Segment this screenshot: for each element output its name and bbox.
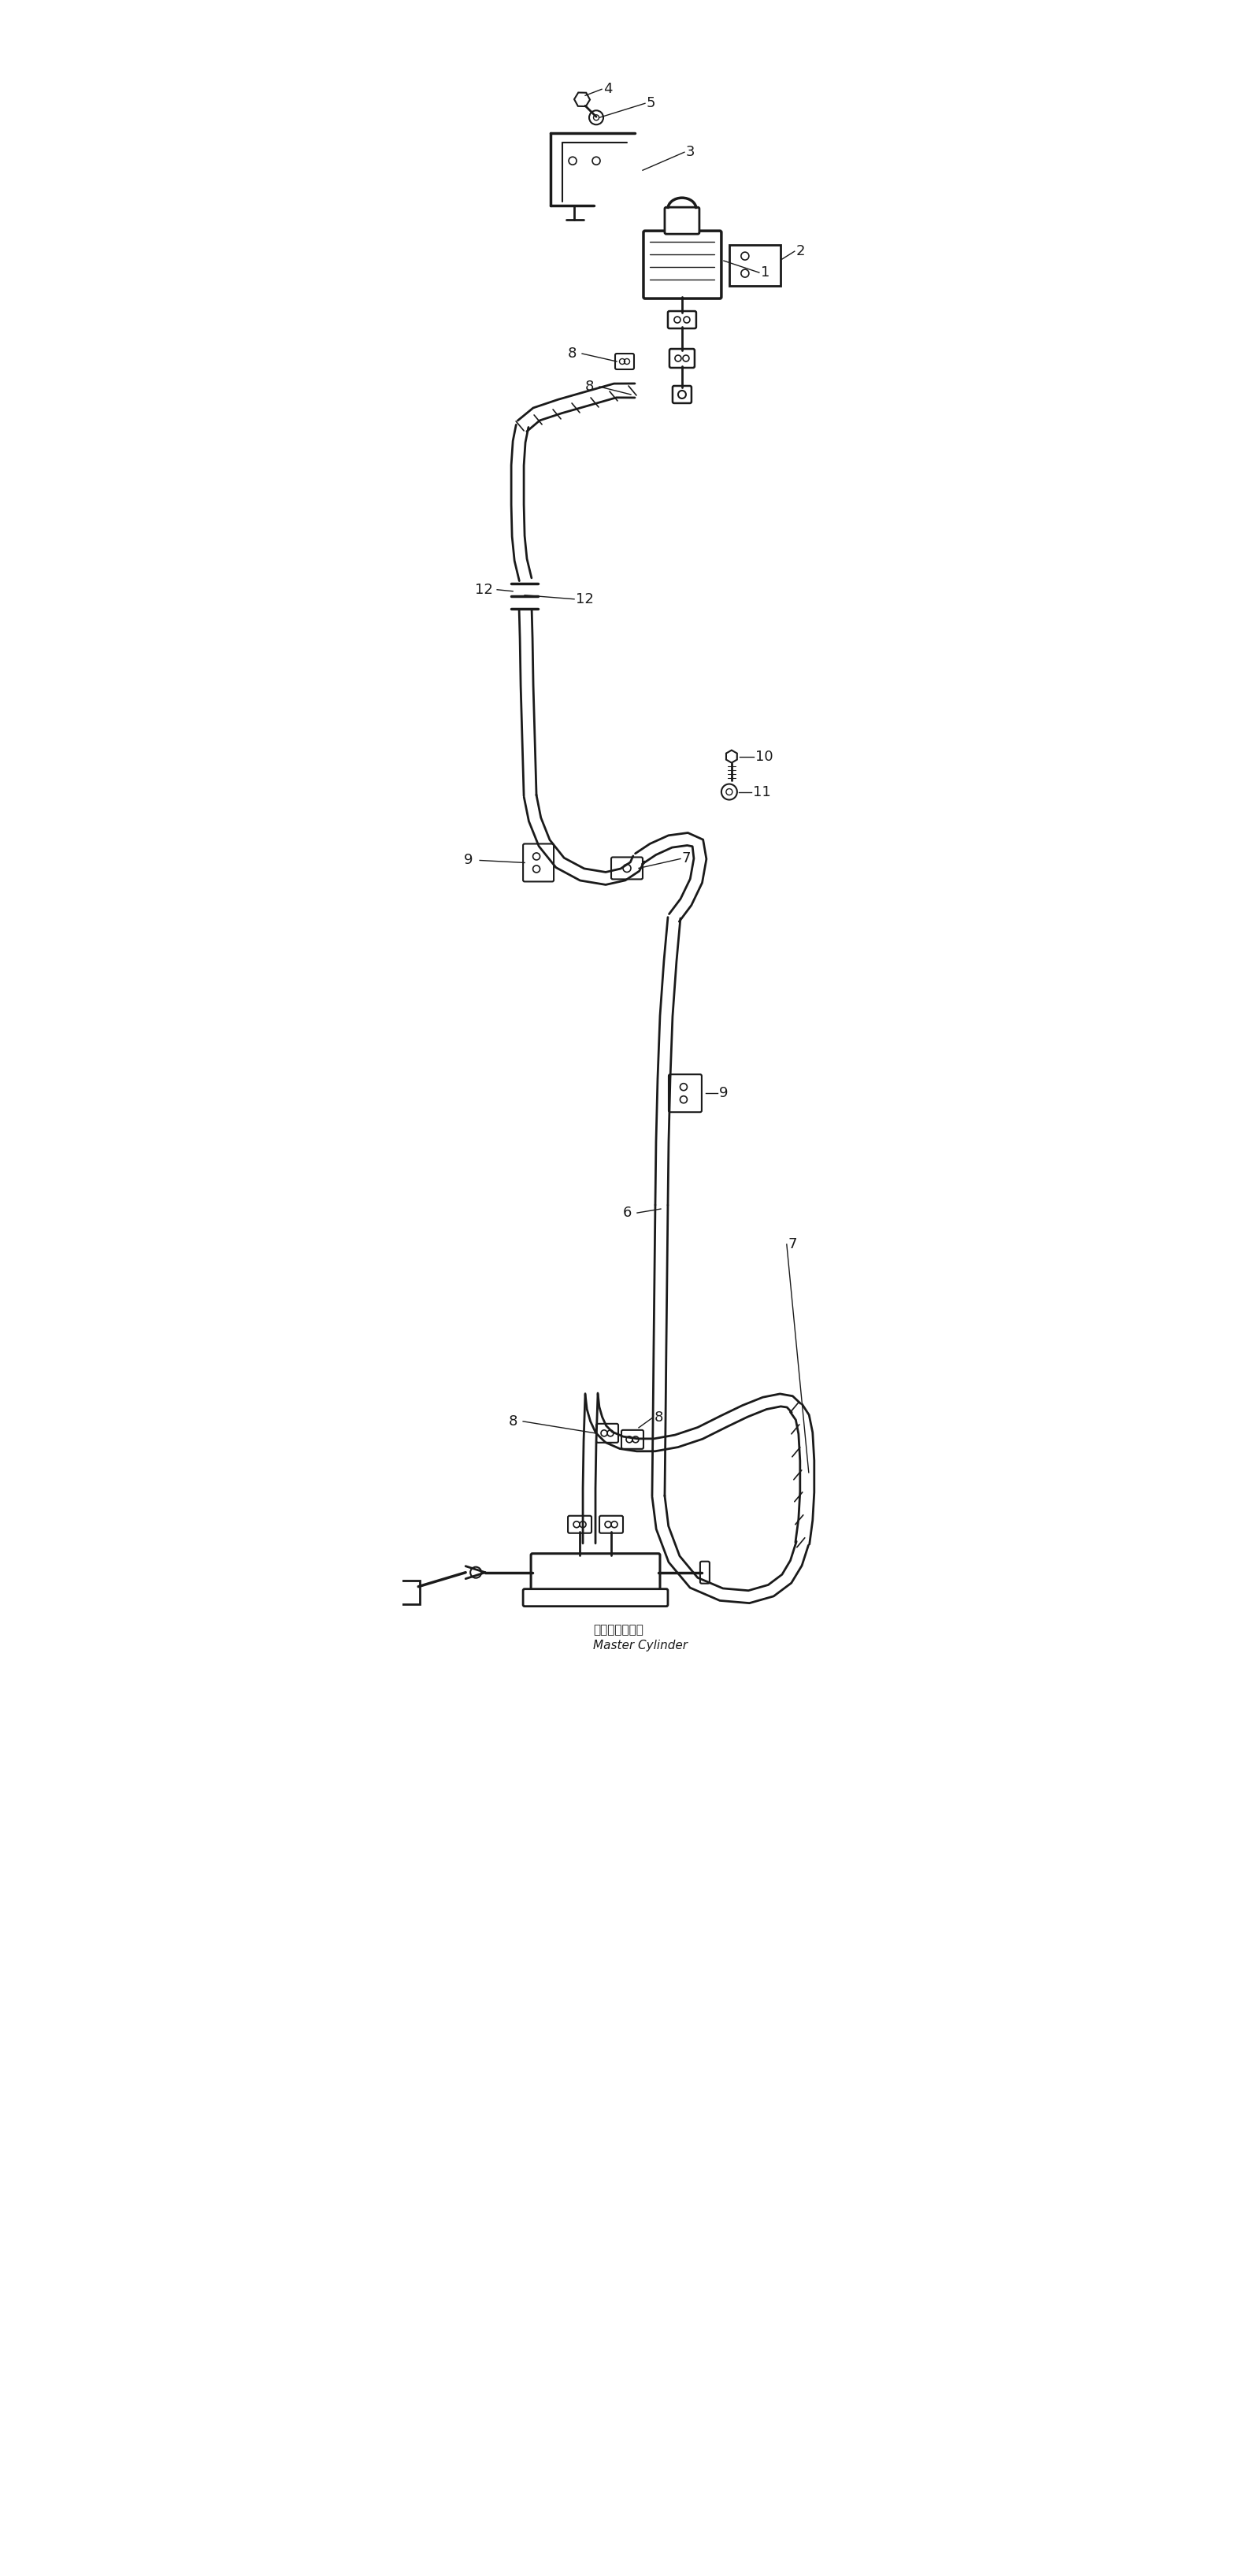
Text: 8: 8 — [654, 1409, 663, 1425]
Text: 8: 8 — [568, 348, 577, 361]
Text: 12: 12 — [576, 592, 594, 605]
Circle shape — [721, 783, 738, 799]
Text: Master Cylinder: Master Cylinder — [593, 1641, 688, 1651]
Text: マスタシリンダ: マスタシリンダ — [593, 1623, 643, 1636]
Text: 8: 8 — [508, 1414, 518, 1430]
FancyBboxPatch shape — [616, 353, 634, 368]
FancyBboxPatch shape — [531, 1553, 660, 1592]
FancyBboxPatch shape — [669, 1074, 701, 1113]
FancyBboxPatch shape — [523, 845, 553, 881]
Text: 7: 7 — [789, 1236, 797, 1252]
Text: 2: 2 — [796, 245, 805, 258]
FancyBboxPatch shape — [622, 1430, 643, 1448]
Text: 1: 1 — [761, 265, 770, 281]
Text: 10: 10 — [755, 750, 773, 762]
Text: 5: 5 — [647, 95, 655, 111]
Text: 6: 6 — [623, 1206, 632, 1221]
Text: 11: 11 — [753, 786, 771, 799]
FancyBboxPatch shape — [612, 858, 643, 878]
Text: 4: 4 — [603, 82, 612, 95]
Circle shape — [589, 111, 603, 124]
Text: 8: 8 — [586, 379, 594, 394]
FancyBboxPatch shape — [643, 232, 721, 299]
Text: 12: 12 — [475, 582, 493, 598]
FancyBboxPatch shape — [597, 1425, 618, 1443]
FancyBboxPatch shape — [568, 1515, 592, 1533]
FancyBboxPatch shape — [668, 312, 697, 327]
Text: 3: 3 — [687, 144, 695, 160]
Circle shape — [678, 392, 687, 399]
Text: 9: 9 — [464, 853, 473, 868]
Text: 7: 7 — [682, 853, 692, 866]
FancyBboxPatch shape — [664, 206, 699, 234]
FancyBboxPatch shape — [523, 1589, 668, 1607]
FancyBboxPatch shape — [599, 1515, 623, 1533]
Bar — [729, 245, 780, 286]
Text: 9: 9 — [719, 1087, 728, 1100]
FancyBboxPatch shape — [700, 1561, 709, 1584]
FancyBboxPatch shape — [673, 386, 692, 404]
FancyBboxPatch shape — [669, 348, 694, 368]
Bar — [400, 1579, 420, 1605]
